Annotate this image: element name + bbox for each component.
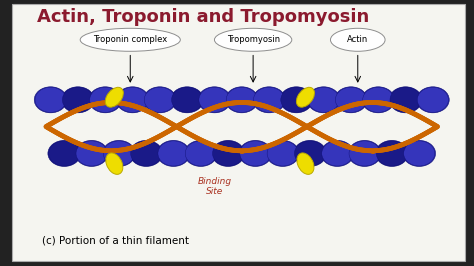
- Ellipse shape: [417, 87, 449, 113]
- Ellipse shape: [281, 87, 312, 112]
- Ellipse shape: [157, 140, 190, 167]
- Ellipse shape: [280, 87, 313, 113]
- Ellipse shape: [390, 87, 421, 112]
- Text: Actin: Actin: [347, 35, 368, 44]
- Ellipse shape: [105, 87, 123, 107]
- Ellipse shape: [144, 87, 175, 112]
- Ellipse shape: [297, 153, 314, 174]
- Ellipse shape: [184, 140, 217, 167]
- Ellipse shape: [102, 140, 135, 167]
- Ellipse shape: [336, 87, 366, 112]
- Ellipse shape: [90, 87, 121, 112]
- Ellipse shape: [144, 87, 176, 113]
- Ellipse shape: [321, 140, 354, 167]
- Ellipse shape: [34, 87, 67, 113]
- Ellipse shape: [103, 141, 135, 166]
- Ellipse shape: [239, 140, 272, 167]
- Ellipse shape: [49, 141, 80, 166]
- Ellipse shape: [80, 28, 180, 51]
- Ellipse shape: [130, 140, 163, 167]
- Ellipse shape: [172, 87, 203, 112]
- Ellipse shape: [349, 141, 380, 166]
- Text: Tropomyosin: Tropomyosin: [227, 35, 280, 44]
- Ellipse shape: [254, 87, 284, 112]
- Text: Binding
Site: Binding Site: [197, 177, 231, 196]
- Ellipse shape: [335, 87, 367, 113]
- Ellipse shape: [267, 141, 298, 166]
- Ellipse shape: [266, 140, 299, 167]
- Ellipse shape: [308, 87, 339, 112]
- Ellipse shape: [199, 87, 230, 112]
- Ellipse shape: [185, 141, 216, 166]
- Ellipse shape: [389, 87, 422, 113]
- Text: Actin, Troponin and Tropomyosin: Actin, Troponin and Tropomyosin: [37, 8, 369, 26]
- Ellipse shape: [76, 141, 107, 166]
- Ellipse shape: [363, 87, 394, 112]
- Ellipse shape: [171, 87, 203, 113]
- Ellipse shape: [294, 141, 326, 166]
- Ellipse shape: [106, 153, 123, 174]
- Ellipse shape: [116, 87, 149, 113]
- Ellipse shape: [417, 87, 448, 112]
- Ellipse shape: [348, 140, 381, 167]
- Ellipse shape: [296, 87, 314, 107]
- Ellipse shape: [214, 28, 292, 51]
- Ellipse shape: [293, 140, 327, 167]
- Ellipse shape: [403, 140, 436, 167]
- Ellipse shape: [63, 87, 93, 112]
- Ellipse shape: [225, 87, 258, 113]
- Ellipse shape: [404, 141, 435, 166]
- Ellipse shape: [158, 141, 189, 166]
- Ellipse shape: [212, 140, 245, 167]
- Text: (c) Portion of a thin filament: (c) Portion of a thin filament: [42, 235, 189, 245]
- Ellipse shape: [253, 87, 285, 113]
- Ellipse shape: [62, 87, 94, 113]
- Ellipse shape: [212, 141, 244, 166]
- Ellipse shape: [198, 87, 231, 113]
- Ellipse shape: [75, 140, 108, 167]
- Ellipse shape: [226, 87, 257, 112]
- Ellipse shape: [131, 141, 162, 166]
- Text: Troponin complex: Troponin complex: [93, 35, 167, 44]
- Ellipse shape: [89, 87, 122, 113]
- Ellipse shape: [330, 28, 385, 51]
- Ellipse shape: [117, 87, 148, 112]
- Ellipse shape: [375, 140, 408, 167]
- Ellipse shape: [362, 87, 395, 113]
- Ellipse shape: [322, 141, 353, 166]
- Ellipse shape: [35, 87, 66, 112]
- Ellipse shape: [376, 141, 408, 166]
- Ellipse shape: [48, 140, 81, 167]
- Ellipse shape: [240, 141, 271, 166]
- Ellipse shape: [307, 87, 340, 113]
